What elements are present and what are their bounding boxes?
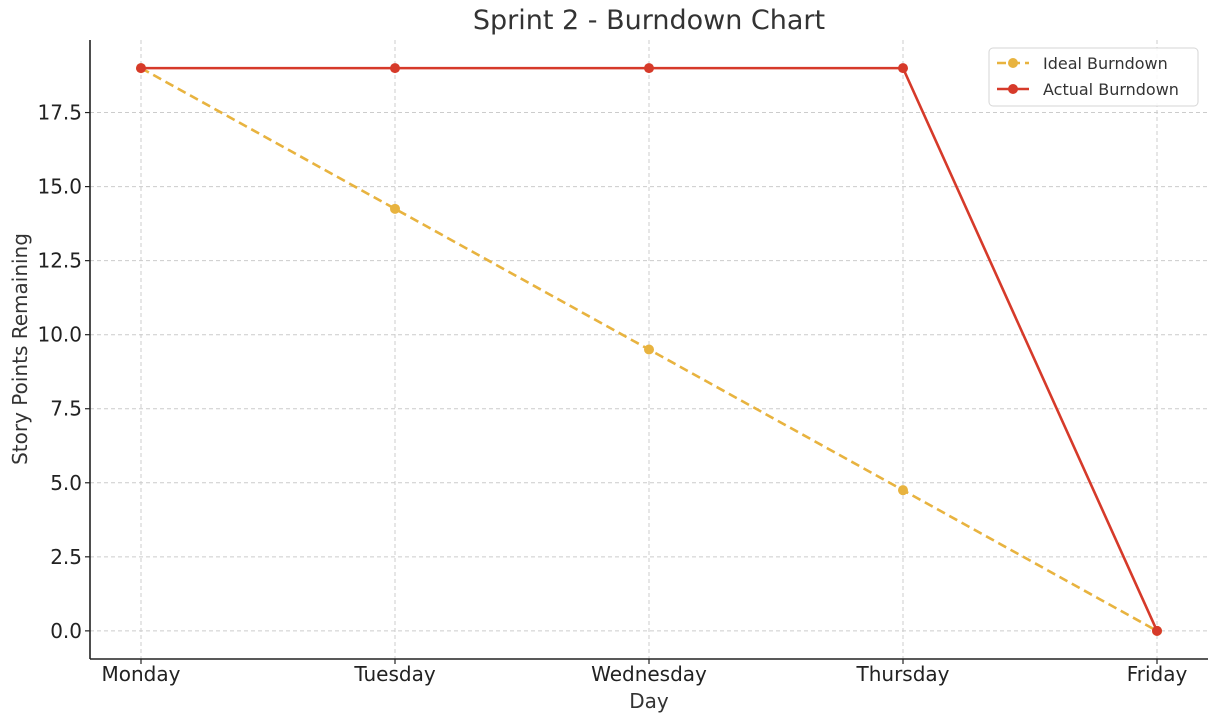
y-tick-label: 5.0 [50,471,82,495]
x-axis-label: Day [629,689,669,713]
chart-title: Sprint 2 - Burndown Chart [473,5,825,36]
actual-burndown-point [898,63,908,74]
y-axis-label: Story Points Remaining [8,233,32,465]
actual-burndown-point [1152,625,1162,636]
y-tick-label: 0.0 [50,619,82,643]
legend-marker-ideal-burndown [1008,58,1018,68]
y-tick-label: 12.5 [37,249,82,273]
y-tick-label: 15.0 [37,175,82,199]
legend-box [988,47,1199,107]
actual-burndown-point [644,63,654,74]
actual-burndown-point [136,63,146,74]
y-tick-label: 10.0 [37,323,82,347]
x-tick-label: Friday [1127,662,1188,686]
y-tick-label: 7.5 [50,397,82,421]
x-tick-label: Thursday [856,662,950,686]
legend-label-ideal-burndown: Ideal Burndown [1043,54,1168,73]
ideal-burndown-point [644,344,654,355]
x-tick-label: Monday [102,662,181,686]
legend-label-actual-burndown: Actual Burndown [1043,80,1179,99]
y-tick-label: 17.5 [37,101,82,125]
actual-burndown-point [390,63,400,74]
plot-series [136,63,1162,636]
legend: Ideal Burndown Actual Burndown [988,47,1199,107]
axes: Monday Tuesday Wednesday Thursday Friday 0.0 2… [37,40,1208,686]
y-tick-label: 2.5 [50,545,82,569]
legend-marker-actual-burndown [1008,84,1018,94]
ideal-burndown-point [390,203,400,214]
x-tick-label: Wednesday [591,662,707,686]
ideal-burndown-point [898,485,908,496]
x-tick-label: Tuesday [353,662,436,686]
